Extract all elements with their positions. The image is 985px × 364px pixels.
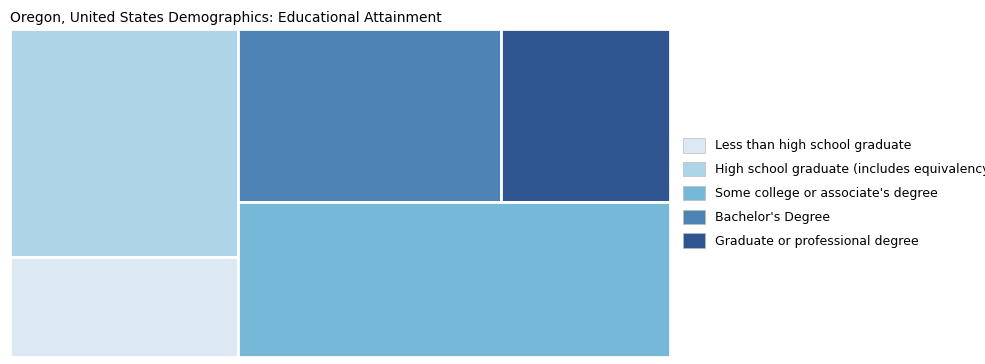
Text: Oregon, United States Demographics: Educational Attainment: Oregon, United States Demographics: Educ… <box>10 11 441 25</box>
Legend: Less than high school graduate, High school graduate (includes equivalency), Som: Less than high school graduate, High sch… <box>683 138 985 248</box>
FancyBboxPatch shape <box>10 29 237 257</box>
FancyBboxPatch shape <box>500 29 670 202</box>
FancyBboxPatch shape <box>10 257 237 357</box>
FancyBboxPatch shape <box>237 202 670 357</box>
FancyBboxPatch shape <box>237 29 500 202</box>
